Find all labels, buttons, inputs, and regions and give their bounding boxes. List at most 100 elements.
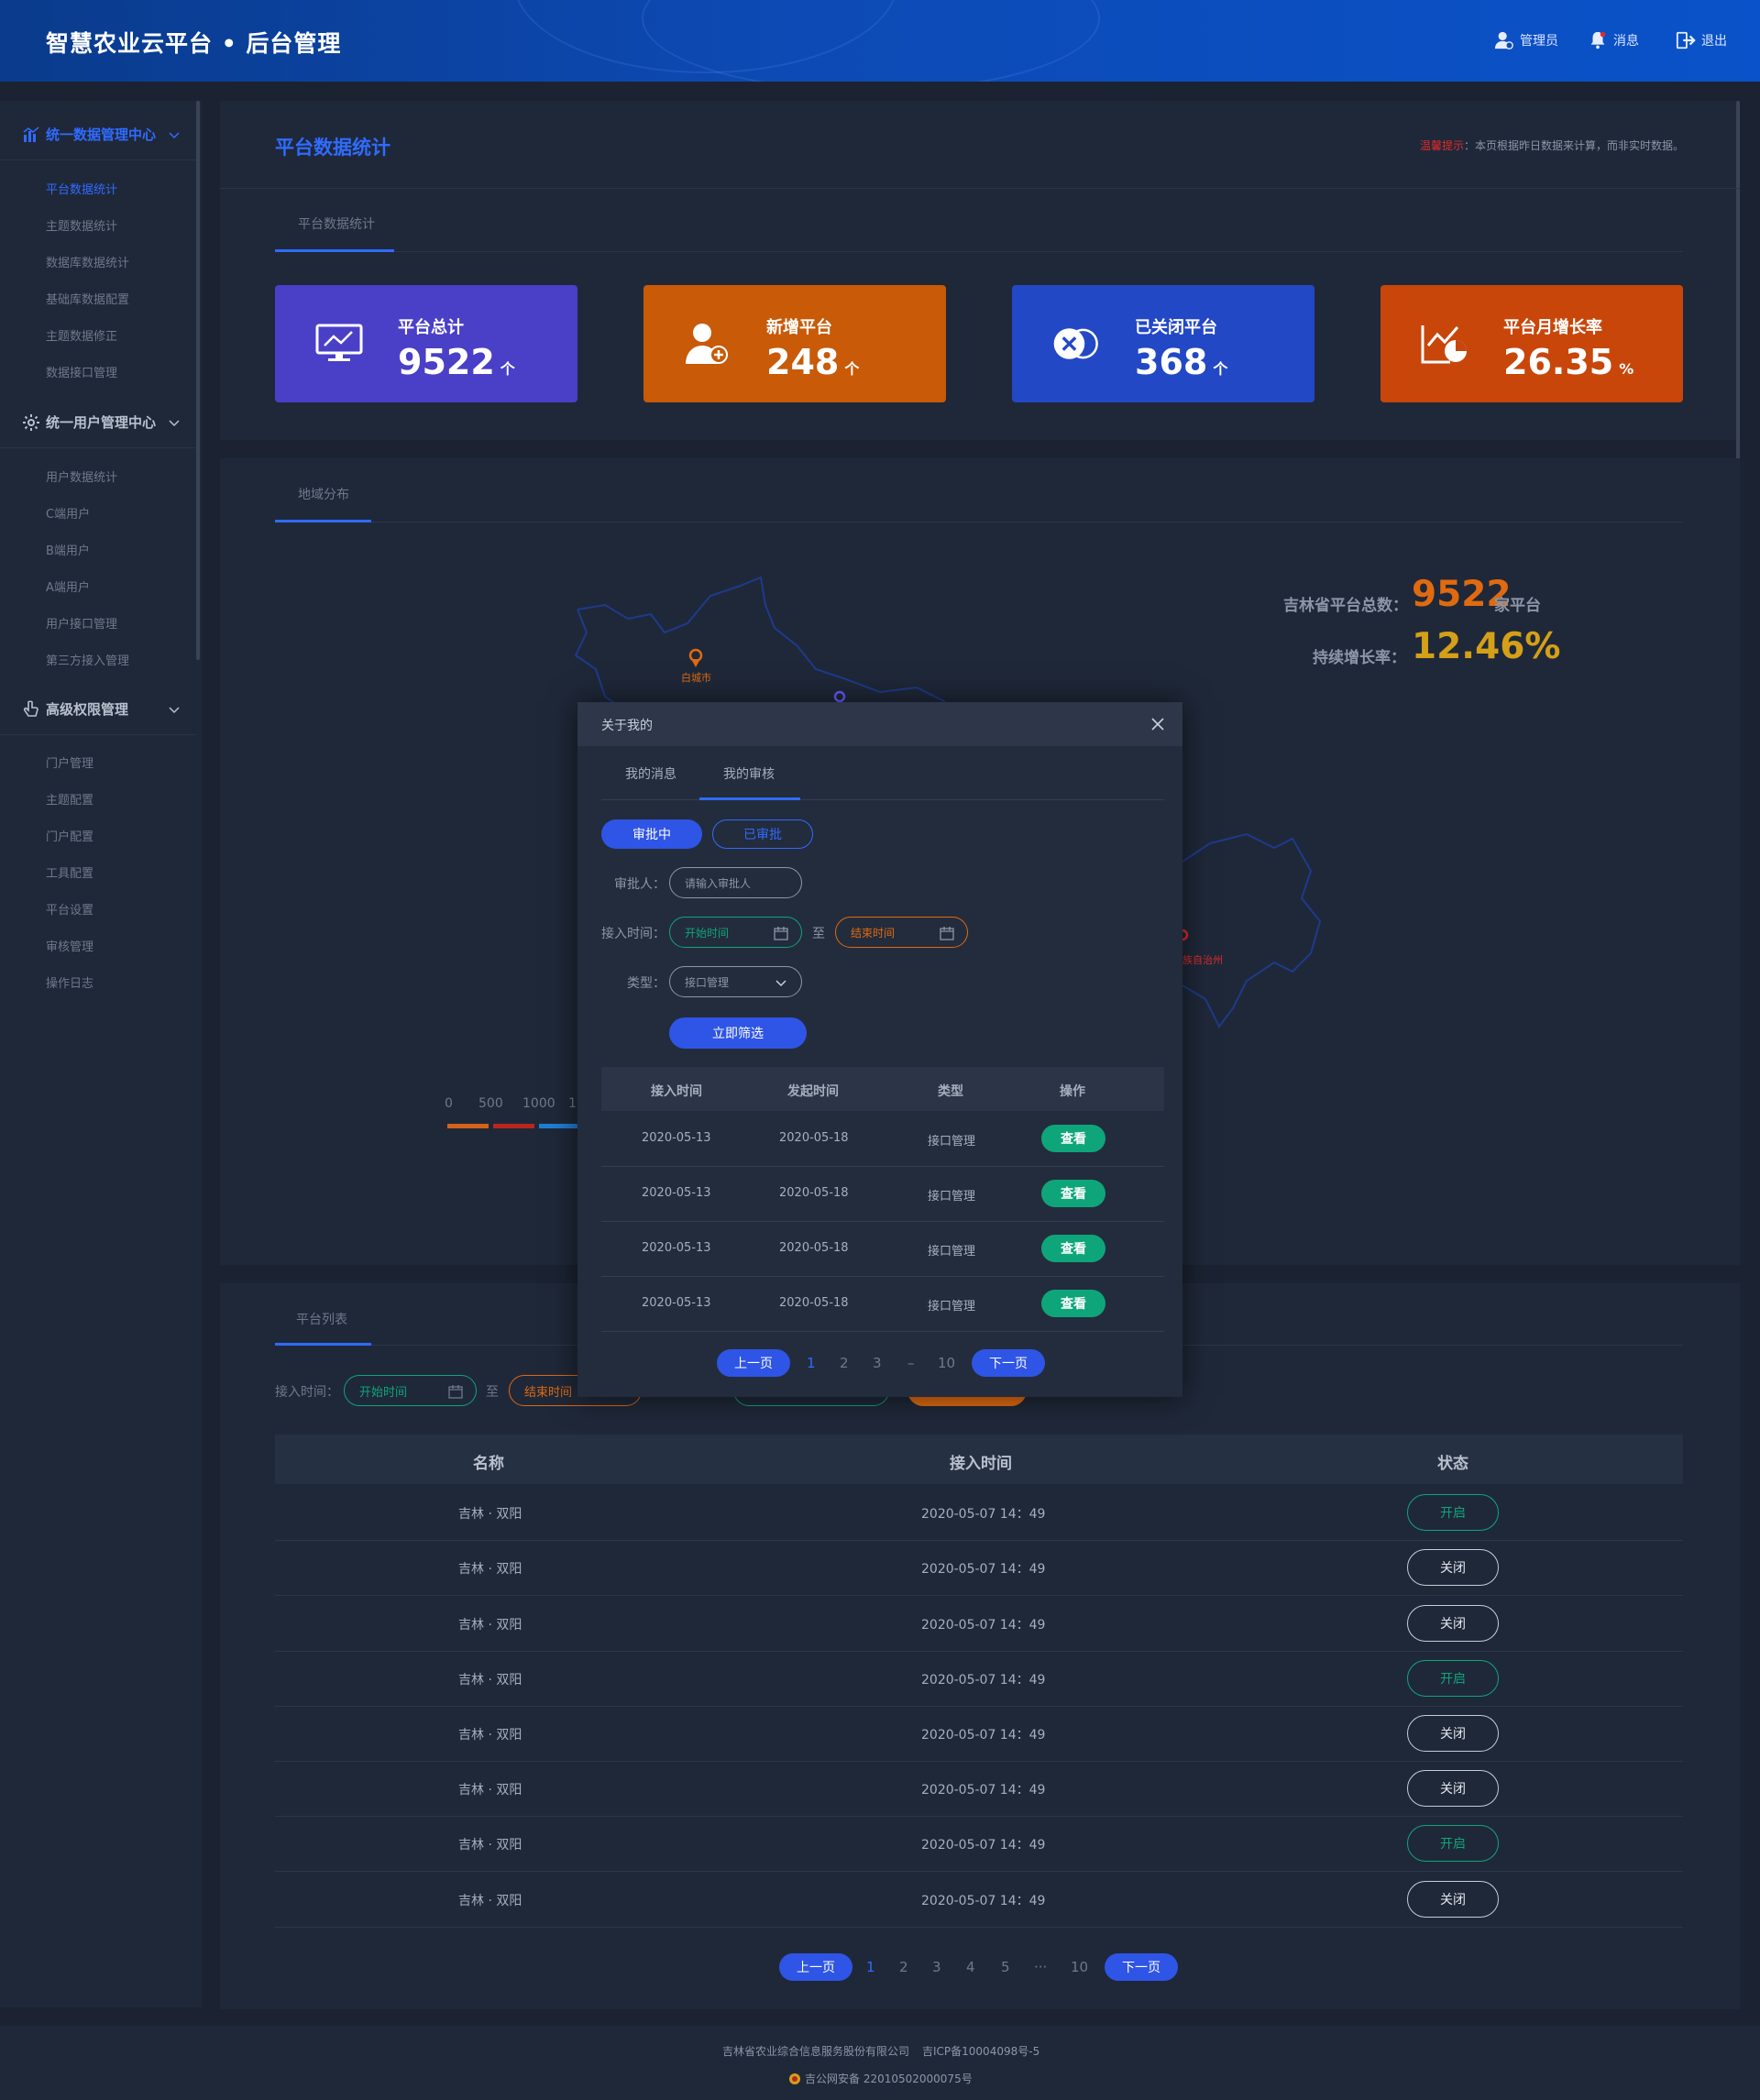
- mcell-access: 2020-05-13: [642, 1131, 711, 1145]
- page-5[interactable]: 5: [1001, 1959, 1010, 1975]
- admin-button[interactable]: 管理员: [1494, 30, 1558, 50]
- sidebar-item-base-config[interactable]: 基础库数据配置: [46, 293, 130, 307]
- tab-platform-stats[interactable]: 平台数据统计: [298, 217, 375, 232]
- page-2[interactable]: 2: [899, 1959, 908, 1975]
- legend-tick: 1000: [522, 1096, 556, 1111]
- sidebar-item-c-users[interactable]: C端用户: [46, 508, 91, 522]
- footer-icp[interactable]: 吉ICP备10004098号-5: [922, 2045, 1040, 2058]
- sidebar-item-portal[interactable]: 门户管理: [46, 757, 94, 771]
- row-divider: [275, 1595, 1683, 1597]
- status-toggle-button[interactable]: 关闭: [1407, 1880, 1499, 1918]
- user-icon: [1494, 31, 1513, 49]
- logout-icon: [1676, 31, 1696, 49]
- close-circle-icon: [1053, 328, 1098, 359]
- page-1[interactable]: 1: [866, 1959, 875, 1975]
- tab-platform-list[interactable]: 平台列表: [296, 1313, 347, 1327]
- sidebar-item-user-api[interactable]: 用户接口管理: [46, 618, 118, 632]
- sidebar-item-topic-fix[interactable]: 主题数据修正: [46, 330, 118, 344]
- message-label: 消息: [1613, 34, 1639, 49]
- modal-next-button[interactable]: 下一页: [972, 1349, 1045, 1377]
- modal-table-header: [601, 1067, 1164, 1111]
- modal-page-3[interactable]: 3: [873, 1355, 882, 1371]
- sidebar-item-user-stats[interactable]: 用户数据统计: [46, 471, 118, 485]
- stat-value: 9522 个: [398, 342, 515, 382]
- seg-pending-button[interactable]: 审批中: [601, 819, 702, 849]
- sidebar-item-topic-stats[interactable]: 主题数据统计: [46, 220, 118, 234]
- message-button[interactable]: 消息: [1588, 30, 1639, 50]
- cell-name: 吉林 · 双阳: [458, 1507, 522, 1523]
- stat-label: 新增平台: [766, 318, 832, 337]
- prev-page-button[interactable]: 上一页: [779, 1953, 852, 1981]
- page-10[interactable]: 10: [1071, 1959, 1089, 1975]
- status-toggle-button[interactable]: 关闭: [1407, 1770, 1499, 1808]
- cell-name: 吉林 · 双阳: [458, 1838, 522, 1853]
- modal-prev-button[interactable]: 上一页: [717, 1349, 790, 1377]
- start-date-input[interactable]: 开始时间: [669, 917, 802, 948]
- notice-body: ：本页根据昨日数据来计算，而非实时数据。: [1463, 139, 1684, 152]
- legend-bar: [493, 1124, 534, 1128]
- sidebar-item-portal-config[interactable]: 门户配置: [46, 830, 94, 844]
- sidebar-item-a-users[interactable]: A端用户: [46, 581, 90, 595]
- cell-name: 吉林 · 双阳: [458, 1893, 522, 1908]
- next-page-button[interactable]: 下一页: [1105, 1953, 1178, 1981]
- sidebar-item-tool-config[interactable]: 工具配置: [46, 867, 94, 881]
- col-status: 状态: [1437, 1455, 1468, 1473]
- status-toggle-button[interactable]: 开启: [1407, 1494, 1499, 1532]
- sidebar-scrollbar[interactable]: [196, 101, 200, 660]
- status-toggle-button[interactable]: 开启: [1407, 1825, 1499, 1863]
- mcell-access: 2020-05-13: [642, 1296, 711, 1310]
- approver-input[interactable]: 请输入审批人: [669, 867, 802, 898]
- sidebar-item-b-users[interactable]: B端用户: [46, 544, 90, 558]
- seg-done-button[interactable]: 已审批: [712, 819, 813, 849]
- tab-region[interactable]: 地域分布: [298, 488, 349, 502]
- sidebar-item-platform-stats[interactable]: 平台数据统计: [46, 183, 118, 197]
- logout-button[interactable]: 退出: [1676, 30, 1727, 50]
- modal-page-2[interactable]: 2: [840, 1355, 849, 1371]
- chevron-down-icon: [169, 707, 180, 714]
- close-icon[interactable]: [1150, 716, 1166, 732]
- status-toggle-button[interactable]: 关闭: [1407, 1549, 1499, 1587]
- sidebar-item-logs[interactable]: 操作日志: [46, 977, 94, 991]
- tab-my-messages[interactable]: 我的消息: [625, 767, 676, 782]
- legend-tick: 0: [445, 1096, 453, 1111]
- status-toggle-button[interactable]: 关闭: [1407, 1604, 1499, 1642]
- admin-label: 管理员: [1520, 34, 1558, 49]
- cell-time: 2020-05-07 14：49: [921, 1783, 1046, 1798]
- page-3[interactable]: 3: [932, 1959, 941, 1975]
- divider: [275, 251, 1683, 252]
- stat-number: 248: [766, 342, 840, 382]
- cell-name: 吉林 · 双阳: [458, 1617, 522, 1633]
- filter-start-date[interactable]: 开始时间: [344, 1375, 477, 1406]
- sidebar-item-third-party[interactable]: 第三方接入管理: [46, 654, 130, 668]
- end-date-input[interactable]: 结束时间: [835, 917, 968, 948]
- legend-bar: [539, 1124, 580, 1128]
- view-button[interactable]: 查看: [1041, 1235, 1106, 1262]
- sidebar-group-data-center[interactable]: 统一数据管理中心: [0, 109, 196, 160]
- sidebar-group-user-center[interactable]: 统一用户管理中心: [0, 397, 196, 448]
- divider: [220, 188, 1740, 189]
- status-toggle-button[interactable]: 开启: [1407, 1659, 1499, 1697]
- tab-my-approvals[interactable]: 我的审核: [723, 767, 775, 782]
- cell-time: 2020-05-07 14：49: [921, 1838, 1046, 1853]
- start-placeholder: 开始时间: [685, 926, 730, 940]
- sidebar-item-platform-settings[interactable]: 平台设置: [46, 904, 94, 918]
- modal-page-ellipsis: –: [908, 1355, 915, 1371]
- modal-page-10[interactable]: 10: [938, 1355, 956, 1371]
- view-button[interactable]: 查看: [1041, 1290, 1106, 1317]
- modal-page-1[interactable]: 1: [807, 1355, 816, 1371]
- page-4[interactable]: 4: [966, 1959, 975, 1975]
- type-select[interactable]: 接口管理: [669, 966, 802, 997]
- sidebar-item-theme-config[interactable]: 主题配置: [46, 794, 94, 808]
- view-button[interactable]: 查看: [1041, 1180, 1106, 1207]
- footer-police[interactable]: 吉公网安备 22010502000075号: [788, 2071, 973, 2086]
- view-button[interactable]: 查看: [1041, 1125, 1106, 1152]
- sidebar-item-data-api[interactable]: 数据接口管理: [46, 367, 118, 380]
- sidebar-item-audit[interactable]: 审核管理: [46, 940, 94, 954]
- status-toggle-button[interactable]: 关闭: [1407, 1714, 1499, 1752]
- bell-icon: [1590, 31, 1606, 49]
- sidebar-group-permissions[interactable]: 高级权限管理: [0, 684, 196, 735]
- sidebar-group-label: 统一数据管理中心: [46, 126, 157, 143]
- sidebar-item-db-stats[interactable]: 数据库数据统计: [46, 257, 130, 270]
- footer-police-text: 吉公网安备 22010502000075号: [805, 2073, 973, 2085]
- filter-now-button[interactable]: 立即筛选: [669, 1017, 807, 1049]
